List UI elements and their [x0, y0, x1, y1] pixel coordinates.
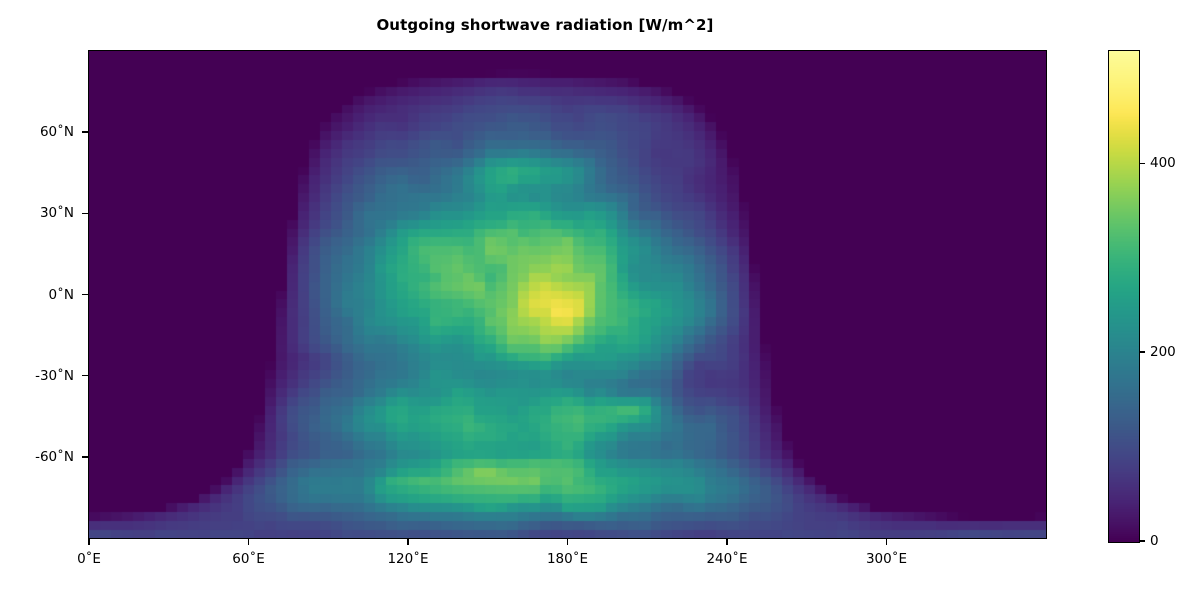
colorbar-tick-label: 200 [1150, 344, 1176, 361]
x-axis-tick-label: 300˚E [865, 551, 908, 567]
y-axis-tick [82, 293, 88, 296]
colorbar-tick-label: 400 [1150, 155, 1176, 172]
x-axis-tick [407, 539, 409, 545]
y-axis-tick [82, 212, 88, 215]
y-axis-tick [82, 456, 88, 458]
colorbar[interactable] [1108, 50, 1140, 543]
colorbar-tick [1139, 351, 1145, 353]
x-axis-tick [726, 539, 728, 545]
colorbar-tick [1139, 162, 1145, 164]
x-axis-tick-label: 120˚E [387, 551, 429, 567]
y-axis-tick [82, 374, 88, 377]
x-axis-tick [885, 539, 888, 545]
y-axis-tick-label: 30˚N [39, 205, 74, 222]
y-axis-tick [82, 131, 88, 133]
colorbar-tick-label: 0 [1150, 533, 1159, 549]
chart-title: Outgoing shortwave radiation [W/m^2] [376, 16, 714, 34]
x-axis-tick [566, 539, 569, 545]
x-axis-tick [247, 539, 250, 545]
x-axis-tick-label: 180˚E [546, 551, 589, 567]
map-axes[interactable]: 0˚E 60˚E 120˚E 180˚E 240˚E 300˚E 60˚N 30˚N 0˚N -3… [35, 50, 1047, 567]
x-axis-tick-label: 240˚E [706, 551, 748, 567]
y-axis-tick-label: 60˚N [39, 124, 74, 141]
colorbar-gradient [1109, 51, 1139, 542]
colorbar-tick [1139, 540, 1145, 542]
x-axis-tick [88, 539, 90, 545]
y-axis-tick-label: 0˚N [48, 286, 74, 303]
shortwave-radiation-heatmap [89, 51, 1046, 538]
y-axis-tick-label: -30˚N [35, 367, 74, 384]
x-axis-tick-label: 60˚E [232, 551, 265, 567]
y-axis-tick-label: -60˚N [35, 448, 74, 465]
x-axis-tick-label: 0˚E [77, 551, 101, 567]
